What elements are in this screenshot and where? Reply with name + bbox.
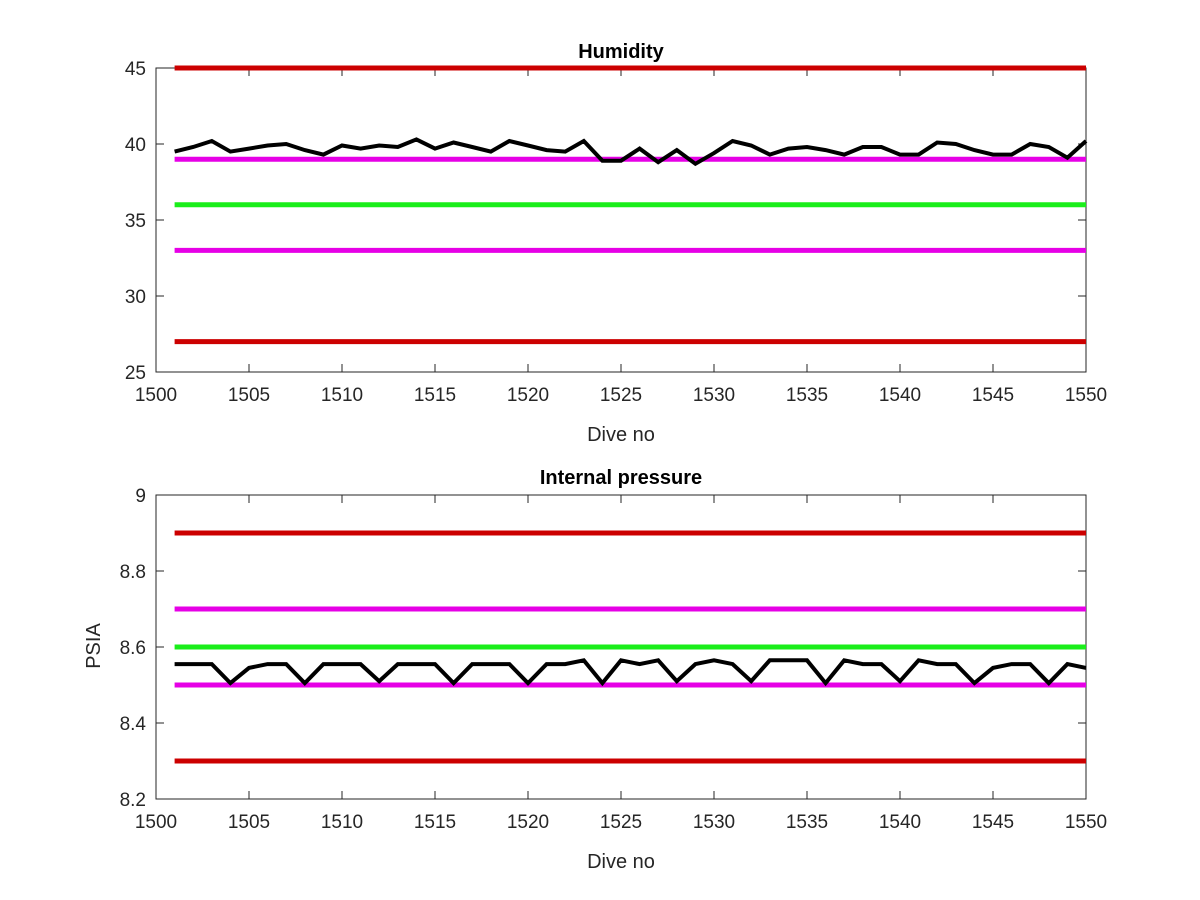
y-tick-label: 8.2 [120,790,146,811]
x-tick-label: 1545 [972,812,1014,833]
chart-title: Humidity [578,41,664,63]
x-tick-label: 1535 [786,385,828,406]
y-tick-label: 8.8 [120,562,146,583]
x-tick-label: 1515 [414,812,456,833]
x-tick-label: 1525 [600,812,642,833]
y-tick-label: 8.6 [120,638,146,659]
x-tick-label: 1530 [693,812,735,833]
y-tick-label: 25 [125,363,146,384]
x-tick-label: 1545 [972,385,1014,406]
y-tick-label: 35 [125,211,146,232]
y-tick-label: 40 [125,135,146,156]
x-tick-label: 1510 [321,812,363,833]
x-tick-label: 1505 [228,385,270,406]
chart-title: Internal pressure [540,467,702,489]
x-tick-label: 1505 [228,812,270,833]
x-tick-label: 1550 [1065,812,1107,833]
series-line [174,137,1088,167]
x-tick-label: 1540 [879,812,921,833]
y-tick-label: 45 [125,59,146,80]
x-tick-label: 1520 [507,385,549,406]
x-tick-label: 1515 [414,385,456,406]
y-axis-label: PSIA [83,623,105,669]
x-tick-label: 1520 [507,812,549,833]
x-tick-label: 1500 [135,812,177,833]
internal-pressure-chart: 1500 1505 1510 1515 1520 1525 1530 1535 1540 1545… [83,467,1107,873]
x-tick-label: 1535 [786,812,828,833]
plot-area [155,67,1087,373]
humidity-chart: 1500 1505 1510 1515 1520 1525 1530 1535 1540 1545… [125,41,1107,446]
y-tick-label: 8.4 [120,714,147,735]
x-axis-label: Dive no [587,424,655,446]
x-tick-label: 1510 [321,385,363,406]
y-tick-label: 9 [135,486,146,507]
y-tick-label: 30 [125,287,146,308]
x-tick-label: 1500 [135,385,177,406]
x-axis-label: Dive no [587,851,655,873]
x-tick-label: 1550 [1065,385,1107,406]
x-tick-label: 1525 [600,385,642,406]
x-tick-label: 1530 [693,385,735,406]
series-line [174,658,1087,687]
x-tick-label: 1540 [879,385,921,406]
